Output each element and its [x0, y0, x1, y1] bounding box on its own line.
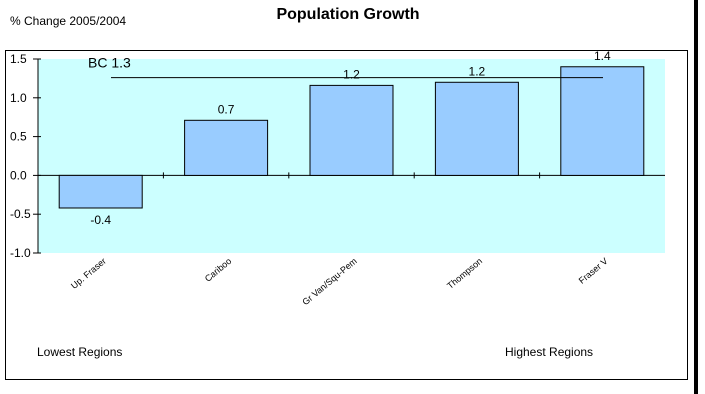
- category-label: Thompson: [445, 256, 484, 291]
- category-label: Up. Fraser: [69, 256, 108, 291]
- category-label: Gr Van/Squ-Pem: [300, 256, 358, 307]
- y-tick-label: 0.0: [10, 168, 27, 182]
- category-label: Cariboo: [203, 256, 234, 284]
- bc-reference-label: BC 1.3: [88, 55, 131, 71]
- bar: [58, 174, 143, 209]
- bar-data-label: -0.4: [90, 213, 111, 227]
- category-label: Fraser V: [577, 256, 610, 286]
- y-tick-label: 1.0: [10, 91, 27, 105]
- bar: [560, 66, 645, 176]
- y-axis-label: % Change 2005/2004: [10, 14, 126, 28]
- footer-left-label: Lowest Regions: [37, 345, 122, 359]
- page-edge-rule: [694, 0, 698, 394]
- y-tick-label: -0.5: [10, 207, 31, 221]
- bar: [309, 84, 394, 176]
- bar-data-label: 1.2: [343, 67, 360, 81]
- y-tick-label: 0.5: [10, 130, 27, 144]
- y-tick-label: -1.0: [10, 246, 31, 260]
- bar-data-label: 1.4: [594, 49, 611, 63]
- footer-right-label: Highest Regions: [505, 345, 593, 359]
- chart-title: Population Growth: [276, 6, 419, 23]
- bar: [184, 119, 269, 176]
- bar: [434, 81, 519, 176]
- bar-data-label: 0.7: [218, 102, 235, 116]
- bar-data-label: 1.2: [469, 64, 486, 78]
- chart-frame: [5, 50, 688, 380]
- y-tick-label: 1.5: [10, 52, 27, 66]
- plot-area: 1.5 1.0 0.5 0.0 -0.5 -1.0 -0.4 Up. Fraser 0.7 Car…: [10, 49, 665, 307]
